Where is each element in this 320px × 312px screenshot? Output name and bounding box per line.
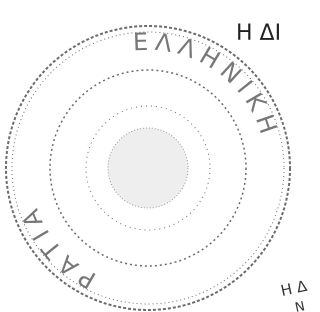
stamp-emblem: [108, 128, 188, 208]
page: ΡΑΤΙΑ ΕΛΛΗΝΙΚΗ Η ΔΙ Η Δ Ν: [0, 0, 316, 312]
stamp: ΡΑΤΙΑ ΕΛΛΗΝΙΚΗ: [6, 26, 290, 310]
footer-line: Ν: [294, 299, 307, 312]
footer-line: Η Δ: [279, 277, 309, 300]
stamp-ring-text: ΡΑΤΙΑ: [14, 200, 101, 294]
header-title: Η ΔΙ: [236, 21, 281, 46]
stamp-ring-left: ΡΑΤΙΑ: [14, 200, 101, 294]
